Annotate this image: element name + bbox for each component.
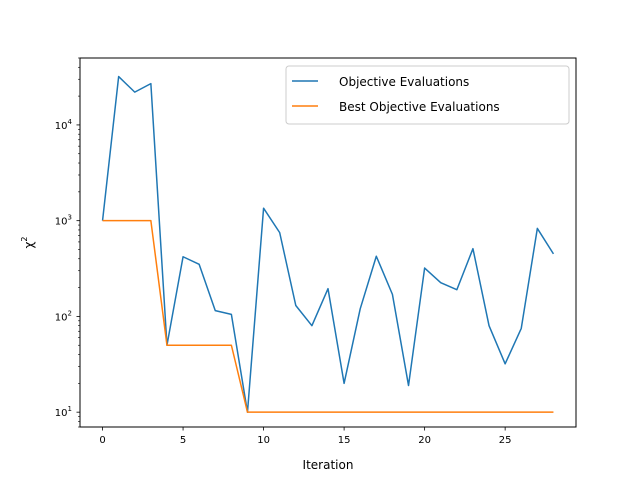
legend-box [285,65,570,125]
x-tick-label: 25 [499,435,512,446]
y-axis-label-superscript: 2 [20,236,29,241]
y-tick-label: 103 [55,214,72,228]
x-tick-label: 20 [418,435,431,446]
y-tick-label: 104 [55,118,73,132]
x-tick-label: 5 [180,435,186,446]
x-tick-label: 10 [257,435,270,446]
y-tick-label: 101 [55,405,72,419]
plot-lines [101,75,555,413]
legend: Objective Evaluations Best Objective Eval… [285,65,570,125]
y-axis-label: χ2 [20,236,36,248]
x-tick-label: 0 [99,435,105,446]
y-axis-label-base: χ [22,242,36,249]
x-axis-label: Iteration [303,458,354,472]
series-line-2 [102,219,554,413]
x-tick-label: 15 [338,435,351,446]
plot-frame [79,57,577,428]
y-tick-label: 102 [55,309,72,323]
legend-label-1: Objective Evaluations [339,75,469,89]
series-line-1 [101,75,555,413]
y-axis-ticks: 101 102 103 104 [55,57,80,428]
x-axis-ticks: 0 5 10 15 20 25 [99,427,512,446]
legend-label-2: Best Objective Evaluations [339,100,500,114]
